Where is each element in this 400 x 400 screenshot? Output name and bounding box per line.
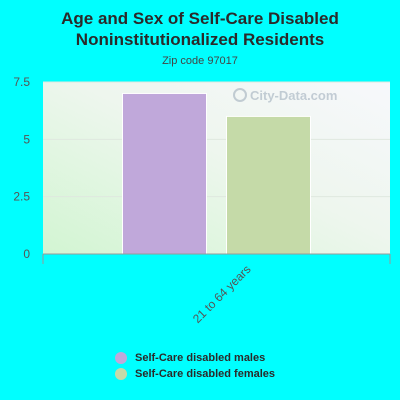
chart-title-line-2: Noninstitutionalized Residents bbox=[75, 30, 325, 49]
chart-subtitle: Zip code 97017 bbox=[162, 55, 238, 67]
legend-swatch-females bbox=[115, 368, 127, 380]
y-axis-ticks: 0 2.5 5 7.5 bbox=[13, 75, 30, 261]
watermark-text: City-Data.com bbox=[250, 88, 337, 103]
legend: Self-Care disabled males Self-Care disab… bbox=[115, 350, 275, 382]
y-tick-label: 7.5 bbox=[13, 75, 30, 89]
chart-title: Age and Sex of Self-Care Disabled Nonins… bbox=[0, 8, 400, 50]
legend-swatch-males bbox=[115, 352, 127, 364]
bars bbox=[122, 92, 311, 255]
y-tick-label: 0 bbox=[23, 247, 30, 261]
legend-label-females: Self-Care disabled females bbox=[135, 368, 276, 380]
legend-item-females: Self-Care disabled females bbox=[115, 366, 275, 382]
legend-label-males: Self-Care disabled males bbox=[135, 352, 266, 364]
legend-item-males: Self-Care disabled males bbox=[115, 350, 275, 366]
x-tick-label: 21 to 64 years bbox=[190, 262, 254, 326]
bar-females bbox=[226, 115, 311, 255]
watermark-logo-icon bbox=[233, 88, 247, 102]
watermark: City-Data.com bbox=[233, 88, 337, 103]
axes bbox=[42, 253, 391, 264]
y-tick-label: 5 bbox=[23, 132, 30, 146]
y-tick-label: 2.5 bbox=[13, 190, 30, 204]
gridlines bbox=[43, 81, 390, 198]
bar-males bbox=[122, 92, 207, 255]
plot-area bbox=[43, 82, 390, 254]
chart-title-line-1: Age and Sex of Self-Care Disabled bbox=[61, 9, 339, 28]
x-axis-labels: 21 to 64 years bbox=[190, 262, 254, 326]
